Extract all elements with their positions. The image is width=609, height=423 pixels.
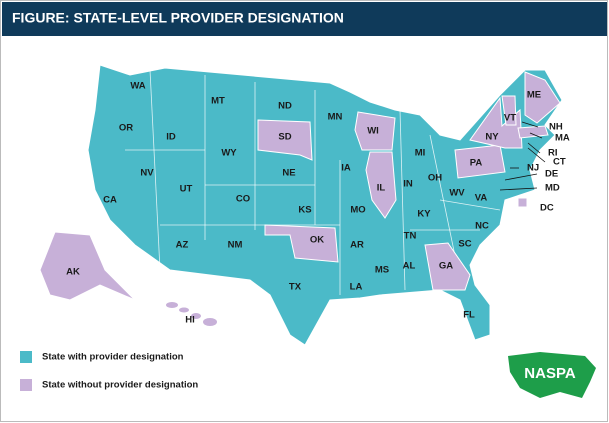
state-label: WI: [367, 126, 379, 137]
state-label: NM: [228, 240, 243, 251]
state-label: OK: [310, 235, 324, 246]
state-label: MI: [415, 148, 426, 159]
state-shape: [524, 71, 561, 124]
state-border: [439, 199, 501, 211]
state-label: NE: [282, 168, 295, 179]
state-shape: [191, 313, 201, 319]
state-label: NV: [140, 168, 154, 179]
state-shape: [454, 144, 506, 179]
state-label: AR: [350, 240, 364, 251]
state-label: AL: [403, 261, 416, 272]
callout-line: [521, 121, 539, 128]
state-label: IL: [377, 183, 386, 194]
state-label: OH: [428, 173, 442, 184]
state-shape: [469, 96, 523, 149]
state-shape: [501, 95, 517, 126]
title: FIGURE: STATE-LEVEL PROVIDER DESIGNATION: [12, 10, 344, 26]
state-label: HI: [185, 315, 195, 326]
state-label: TN: [404, 231, 417, 242]
legend-label: State with provider designation: [42, 352, 184, 363]
state-label: ND: [278, 101, 292, 112]
state-label: WV: [449, 188, 465, 199]
state-label: RI: [548, 148, 558, 159]
state-shape: [179, 307, 189, 313]
state-label: CA: [103, 195, 117, 206]
state-shape: [424, 242, 471, 291]
title-bar: [2, 2, 607, 36]
state-label: AZ: [176, 240, 189, 251]
state-label: CO: [236, 194, 250, 205]
state-shape: [166, 302, 178, 308]
state-shape: [39, 231, 136, 301]
state-label: DC: [540, 203, 554, 214]
legend-swatch: [20, 351, 32, 363]
state-label: UT: [180, 184, 193, 195]
state-shape: [264, 224, 339, 263]
state-label: FL: [463, 310, 475, 321]
state-label: SC: [458, 239, 471, 250]
state-label: AK: [66, 267, 80, 278]
state-shape: [365, 151, 397, 219]
state-label: MO: [350, 205, 365, 216]
state-label: NY: [485, 132, 499, 143]
callout-line: [527, 147, 546, 163]
state-label: MT: [211, 96, 225, 107]
state-label: KY: [417, 209, 431, 220]
state-label: CT: [553, 157, 566, 168]
state-label: PA: [470, 158, 483, 169]
state-label: ME: [527, 90, 541, 101]
state-label: DE: [545, 169, 558, 180]
state-label: LA: [350, 282, 363, 293]
state-label: VT: [504, 113, 516, 124]
state-label: MS: [375, 265, 389, 276]
state-shape: [203, 318, 217, 326]
legend: State with provider designation State wit…: [20, 351, 198, 391]
state-label: MN: [328, 112, 343, 123]
state-shape: [257, 119, 313, 161]
legend-label: State without provider designation: [42, 380, 198, 391]
state-label: NH: [549, 122, 563, 133]
state-label: ID: [166, 132, 176, 143]
state-label: OR: [119, 123, 133, 134]
legend-swatch: [20, 379, 32, 391]
state-shape: [354, 111, 396, 151]
state-label: NC: [475, 221, 489, 232]
map: WA OR CA NV ID MT WY UT AZ NM CO ND NE KS TX MN IA MO AR LA…: [39, 64, 570, 346]
state-label: NJ: [527, 163, 539, 174]
state-label: TX: [289, 282, 302, 293]
state-label: SD: [278, 132, 291, 143]
state-shape: [517, 197, 528, 208]
state-label: IA: [341, 163, 351, 174]
state-label: WA: [130, 81, 145, 92]
state-label: GA: [439, 261, 453, 272]
logo-shape: [508, 352, 596, 398]
state-label: IN: [403, 179, 413, 190]
state-border: [399, 109, 406, 291]
state-label: WY: [221, 148, 237, 159]
logo-text: NASPA: [524, 365, 576, 382]
state-label: MD: [545, 183, 560, 194]
callout-line: [527, 142, 541, 154]
state-label: KS: [298, 205, 311, 216]
callout-line: [504, 173, 538, 181]
callout-line: [499, 187, 538, 191]
logo: NASPA: [508, 352, 596, 398]
state-label: MA: [555, 133, 570, 144]
state-border: [149, 69, 161, 271]
state-label: VA: [475, 193, 488, 204]
callout-line: [529, 132, 543, 139]
